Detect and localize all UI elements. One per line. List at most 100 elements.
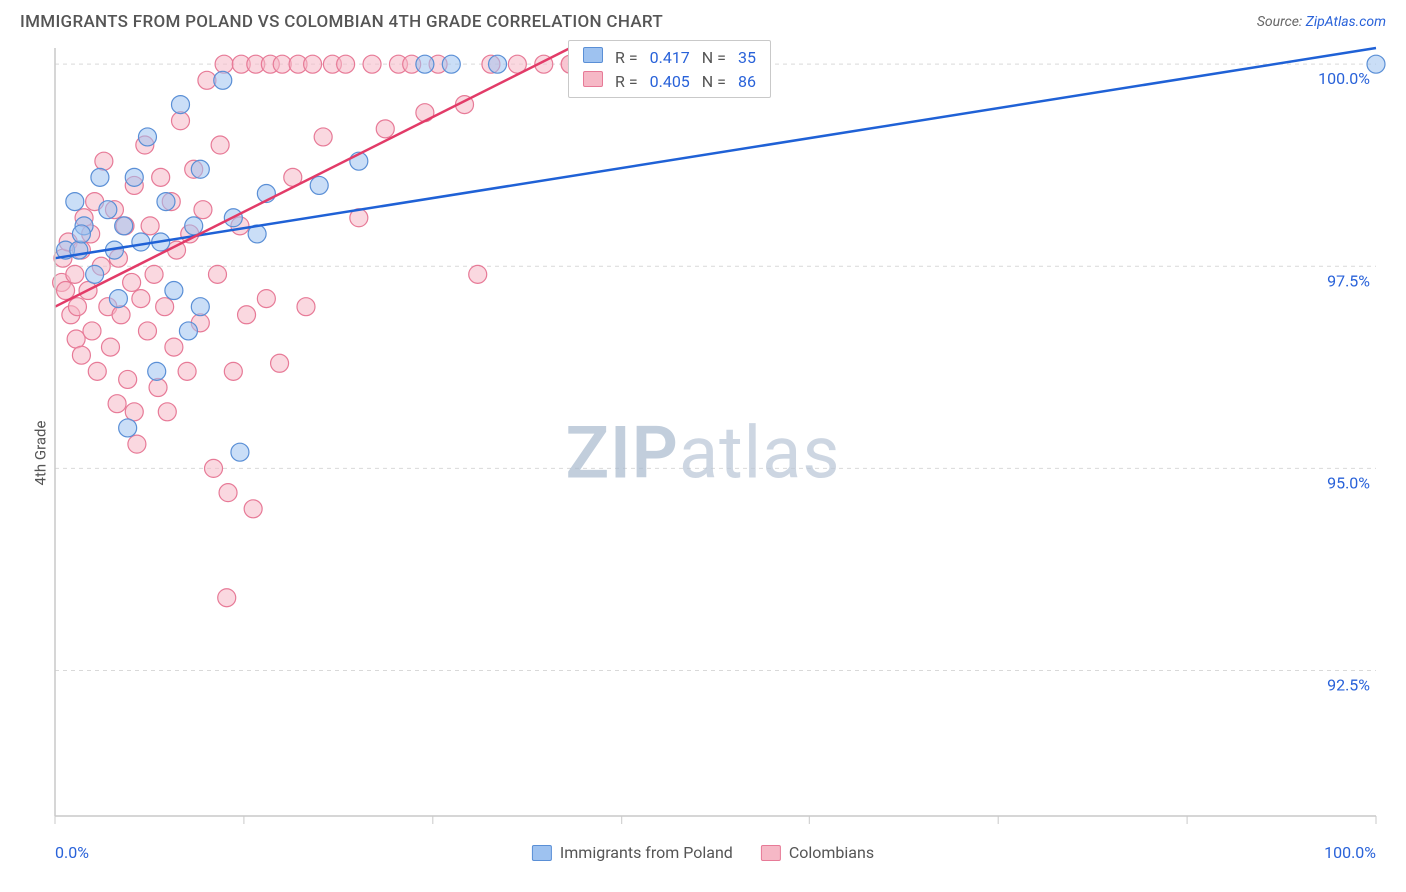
data-point [156, 298, 174, 316]
data-point [208, 265, 226, 283]
data-point [158, 403, 176, 421]
data-point [179, 322, 197, 340]
data-point [304, 55, 322, 73]
stats-legend-row: R =0.405N =86 [577, 69, 762, 93]
data-point [231, 443, 249, 461]
data-point [215, 55, 233, 73]
data-point [83, 322, 101, 340]
legend-n-label: N = [696, 45, 732, 69]
stats-legend: R =0.417N =35R =0.405N =86 [568, 40, 771, 98]
data-point [165, 338, 183, 356]
data-point [214, 71, 232, 89]
data-point [86, 265, 104, 283]
chart-title: IMMIGRANTS FROM POLAND VS COLOMBIAN 4TH … [20, 12, 663, 32]
stats-legend-row: R =0.417N =35 [577, 45, 762, 69]
data-point [115, 217, 133, 235]
data-point [138, 128, 156, 146]
data-point [211, 136, 229, 154]
x-axis-min-label: 0.0% [55, 843, 89, 862]
scatter-chart: 92.5% 95.0% 97.5% 100.0% [0, 38, 1406, 868]
legend-swatch [532, 845, 552, 861]
series-legend: Immigrants from Poland Colombians [532, 843, 874, 862]
data-point [132, 233, 150, 251]
legend-r-label: R = [609, 69, 644, 93]
data-point [489, 55, 507, 73]
series-legend-item: Colombians [761, 843, 874, 862]
data-point [112, 306, 130, 324]
chart-header: IMMIGRANTS FROM POLAND VS COLOMBIAN 4TH … [0, 0, 1406, 38]
data-point [469, 265, 487, 283]
data-point [363, 55, 381, 73]
data-point [125, 403, 143, 421]
data-point [128, 435, 146, 453]
data-point [66, 265, 84, 283]
data-point [148, 362, 166, 380]
series-legend-item: Immigrants from Poland [532, 843, 733, 862]
data-point [132, 290, 150, 308]
data-point [138, 322, 156, 340]
data-point [194, 201, 212, 219]
y-tick-label: 97.5% [1327, 271, 1370, 290]
data-point [119, 419, 137, 437]
data-point [88, 362, 106, 380]
data-point [145, 265, 163, 283]
y-tick-label: 95.0% [1327, 473, 1370, 492]
data-point [178, 362, 196, 380]
data-point [337, 55, 355, 73]
data-point [171, 96, 189, 114]
legend-n-label: N = [696, 69, 732, 93]
chart-area: 4th Grade 92.5%95.0%97.5%100.0% ZIPatlas… [0, 38, 1406, 868]
data-point [141, 217, 159, 235]
data-point [99, 201, 117, 219]
data-point [119, 370, 137, 388]
data-point [108, 395, 126, 413]
series-legend-label: Immigrants from Poland [560, 843, 733, 862]
legend-n-value: 35 [732, 45, 762, 69]
data-point [376, 120, 394, 138]
legend-r-label: R = [609, 45, 644, 69]
data-point [219, 484, 237, 502]
series-legend-label: Colombians [789, 843, 874, 862]
legend-swatch [583, 71, 603, 87]
x-axis-max-label: 100.0% [1324, 843, 1376, 862]
data-point [149, 379, 167, 397]
data-point [157, 193, 175, 211]
data-point [72, 346, 90, 364]
data-point [123, 273, 141, 291]
data-point [109, 290, 127, 308]
legend-swatch [583, 47, 603, 63]
data-point [218, 589, 236, 607]
y-tick-label: 92.5% [1327, 675, 1370, 694]
data-point [310, 176, 328, 194]
data-point [91, 168, 109, 186]
data-point [224, 362, 242, 380]
legend-r-value: 0.405 [644, 69, 696, 93]
data-point [152, 168, 170, 186]
data-point [1367, 55, 1385, 73]
data-point [125, 168, 143, 186]
legend-r-value: 0.417 [644, 45, 696, 69]
data-point [185, 217, 203, 235]
data-point [271, 354, 289, 372]
data-point [66, 193, 84, 211]
data-point [95, 152, 113, 170]
data-point [67, 330, 85, 348]
source-link[interactable]: ZipAtlas.com [1306, 14, 1386, 30]
data-point [297, 298, 315, 316]
data-point [191, 298, 209, 316]
legend-n-value: 86 [732, 69, 762, 93]
data-point [205, 459, 223, 477]
source-attribution: Source: ZipAtlas.com [1257, 14, 1386, 30]
data-point [191, 160, 209, 178]
data-point [442, 55, 460, 73]
data-point [416, 55, 434, 73]
data-point [72, 225, 90, 243]
data-point [238, 306, 256, 324]
data-point [257, 290, 275, 308]
data-point [101, 338, 119, 356]
y-tick-label: 100.0% [1318, 69, 1370, 88]
source-prefix: Source: [1257, 14, 1306, 30]
legend-swatch [761, 845, 781, 861]
data-point [68, 298, 86, 316]
data-point [165, 282, 183, 300]
